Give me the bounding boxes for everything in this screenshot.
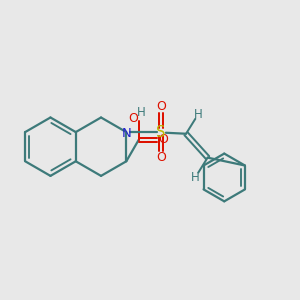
Text: N: N bbox=[122, 127, 131, 140]
Text: O: O bbox=[156, 100, 166, 113]
Text: S: S bbox=[157, 124, 166, 140]
Text: H: H bbox=[137, 106, 146, 119]
Text: H: H bbox=[191, 171, 200, 184]
Text: O: O bbox=[158, 133, 168, 146]
Text: H: H bbox=[194, 108, 202, 121]
Text: O: O bbox=[156, 152, 166, 164]
Text: O: O bbox=[128, 112, 138, 125]
